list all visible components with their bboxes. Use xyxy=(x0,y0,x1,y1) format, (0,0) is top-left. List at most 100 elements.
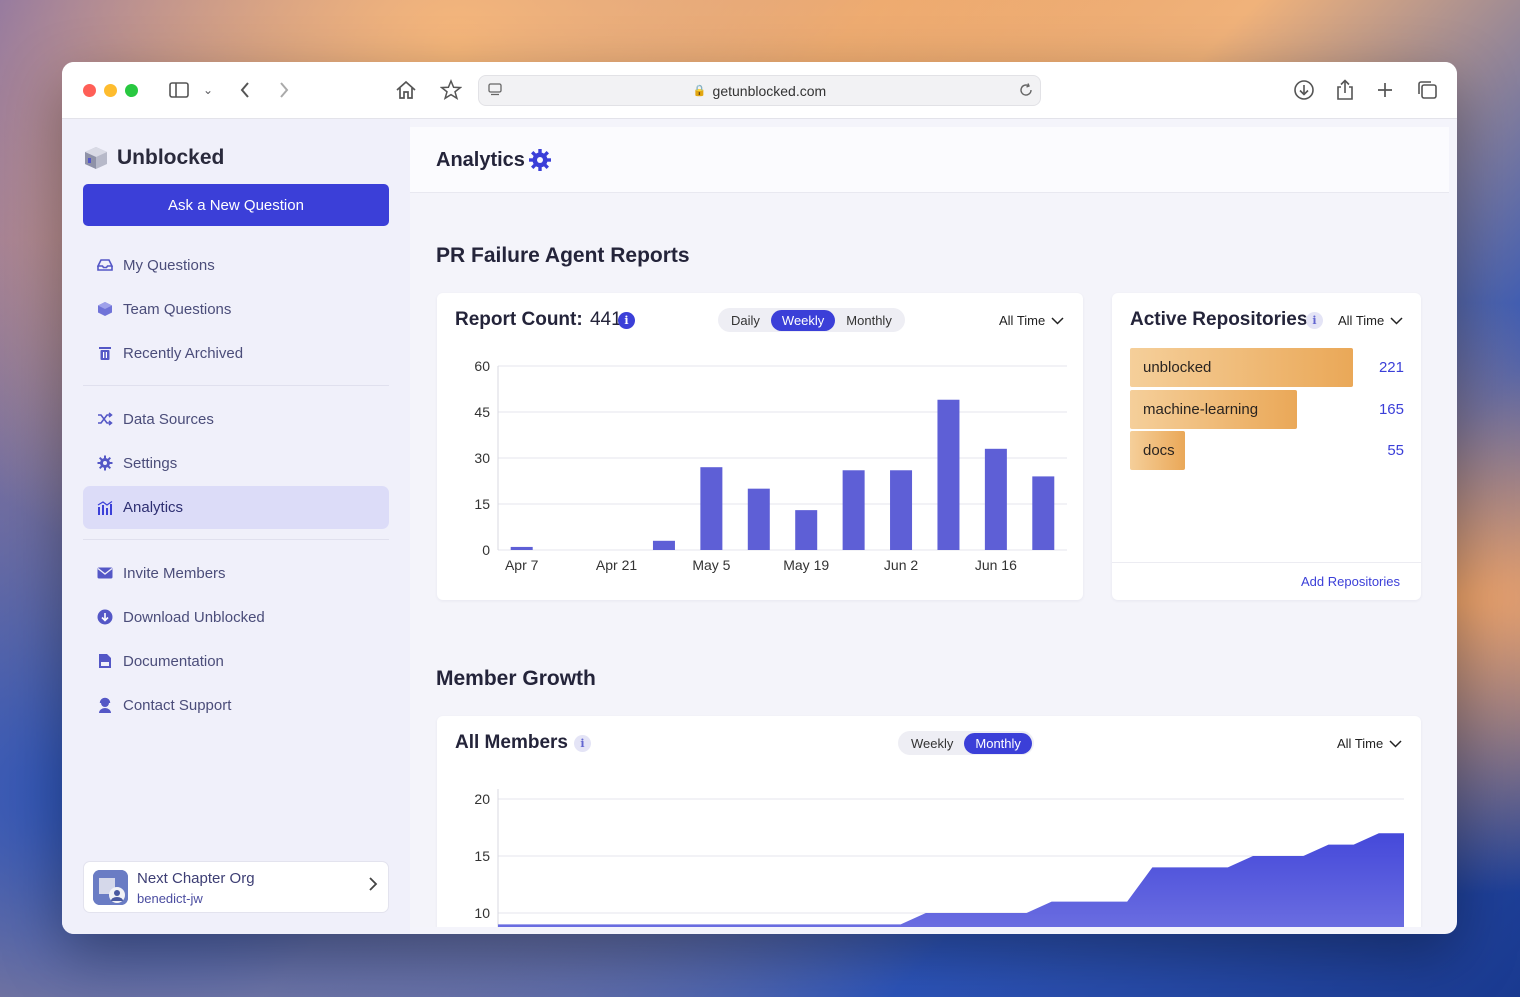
report-count-label: Report Count: xyxy=(455,309,583,330)
active-repositories-card: Active Repositories i All Time unblocked… xyxy=(1112,293,1421,600)
sidebar-item-recently-archived[interactable]: Recently Archived xyxy=(83,333,389,373)
bar xyxy=(890,470,913,550)
sidebar-item-settings[interactable]: Settings xyxy=(83,443,389,483)
sidebar-item-contact-support[interactable]: Contact Support xyxy=(83,685,389,725)
close-window-button[interactable] xyxy=(83,84,96,97)
sidebar-divider xyxy=(83,539,389,540)
page-settings-icon[interactable] xyxy=(487,82,503,101)
address-bar[interactable]: 🔒 getunblocked.com xyxy=(478,75,1041,106)
x-tick-label: May 19 xyxy=(783,557,829,573)
new-tab-icon[interactable] xyxy=(1373,78,1397,102)
document-icon xyxy=(96,652,114,670)
sidebar-item-label: Settings xyxy=(123,454,178,472)
sidebar-item-my-questions[interactable]: My Questions xyxy=(83,245,389,285)
report-count-card: Report Count: 441 i Daily Weekly Monthly… xyxy=(437,293,1083,600)
bar xyxy=(984,448,1007,550)
unblocked-logo-icon xyxy=(85,147,107,169)
card-divider xyxy=(1112,562,1421,563)
share-icon[interactable] xyxy=(1333,78,1357,102)
period-weekly[interactable]: Weekly xyxy=(770,309,836,331)
sidebar-item-invite-members[interactable]: Invite Members xyxy=(83,553,389,593)
period-daily[interactable]: Daily xyxy=(731,312,760,328)
org-switcher[interactable]: Next Chapter Org benedict-jw xyxy=(83,861,389,913)
period-toggle: Weekly Monthly xyxy=(898,731,1034,755)
inbox-icon xyxy=(96,256,114,274)
lock-icon: 🔒 xyxy=(692,85,707,97)
repo-name: docs xyxy=(1143,442,1175,459)
forward-icon[interactable] xyxy=(272,78,296,102)
period-monthly[interactable]: Monthly xyxy=(846,312,892,328)
sidebar-item-download-unblocked[interactable]: Download Unblocked xyxy=(83,597,389,637)
x-tick-label: May 5 xyxy=(692,557,730,573)
active-repositories-title: Active Repositories xyxy=(1130,309,1308,330)
bar xyxy=(937,399,960,550)
repo-row[interactable]: machine-learning 165 xyxy=(1130,390,1404,429)
repo-count: 55 xyxy=(1387,442,1404,459)
add-repositories-link[interactable]: Add Repositories xyxy=(1301,574,1400,589)
home-icon[interactable] xyxy=(394,78,418,102)
report-count-chart: 0 15 30 45 60 Apr 7 Apr 21 May 5 May 19 Jun 2 Jun … xyxy=(474,358,1067,573)
bar xyxy=(842,470,865,550)
sidebar-toggle-icon[interactable] xyxy=(167,78,191,102)
ask-new-question-button[interactable]: Ask a New Question xyxy=(83,184,389,226)
gear-icon[interactable] xyxy=(528,148,552,172)
repo-row[interactable]: docs 55 xyxy=(1130,431,1404,470)
period-weekly[interactable]: Weekly xyxy=(911,735,954,751)
x-tick-label: Jun 2 xyxy=(884,557,918,573)
sidebar-item-documentation[interactable]: Documentation xyxy=(83,641,389,681)
downloads-icon[interactable] xyxy=(1292,78,1316,102)
all-members-title: All Members xyxy=(455,732,568,753)
sidebar-item-label: Contact Support xyxy=(123,696,232,714)
y-tick-label: 20 xyxy=(474,791,490,807)
bar xyxy=(700,467,723,550)
x-tick-label: Apr 7 xyxy=(505,557,539,573)
bar xyxy=(652,540,675,550)
cube-icon xyxy=(96,300,114,318)
bar xyxy=(510,546,533,550)
brand[interactable]: Unblocked xyxy=(83,145,224,171)
chevron-down-icon xyxy=(1051,316,1064,325)
reload-icon[interactable] xyxy=(1018,82,1034,101)
y-tick-label: 45 xyxy=(474,404,490,420)
time-range-label: All Time xyxy=(1338,313,1385,328)
all-members-card: All Members i Weekly Monthly All Time 10… xyxy=(437,716,1421,927)
minimize-window-button[interactable] xyxy=(104,84,117,97)
time-range-dropdown[interactable]: All Time xyxy=(1337,736,1402,751)
page-header: Analytics xyxy=(410,127,1449,193)
y-tick-label: 15 xyxy=(474,496,490,512)
sidebar-item-label: Team Questions xyxy=(123,300,232,318)
sidebar-item-team-questions[interactable]: Team Questions xyxy=(83,289,389,329)
sidebar-item-label: Analytics xyxy=(123,499,184,516)
y-tick-label: 0 xyxy=(482,542,490,558)
section-title-pr-reports: PR Failure Agent Reports xyxy=(436,244,690,267)
star-icon[interactable] xyxy=(439,78,463,102)
repo-row[interactable]: unblocked 221 xyxy=(1130,348,1404,387)
sidebar-item-label: My Questions xyxy=(123,256,215,274)
sidebar-item-data-sources[interactable]: Data Sources xyxy=(83,399,389,439)
trash-icon xyxy=(96,344,114,362)
back-icon[interactable] xyxy=(233,78,257,102)
report-count-title: Report Count: 441 xyxy=(455,309,622,331)
info-icon[interactable]: i xyxy=(1306,312,1323,329)
chevron-down-icon xyxy=(1389,739,1402,748)
bar xyxy=(1032,476,1055,550)
tab-overview-icon[interactable] xyxy=(1415,78,1439,102)
period-monthly[interactable]: Monthly xyxy=(964,732,1032,754)
area-series xyxy=(498,833,1404,927)
maximize-window-button[interactable] xyxy=(125,84,138,97)
y-tick-label: 30 xyxy=(474,450,490,466)
info-icon[interactable]: i xyxy=(618,312,635,329)
time-range-dropdown[interactable]: All Time xyxy=(1338,313,1403,328)
info-icon[interactable]: i xyxy=(574,735,591,752)
org-name: Next Chapter Org xyxy=(137,870,255,887)
support-icon xyxy=(96,696,114,714)
org-username: benedict-jw xyxy=(137,891,203,906)
all-members-chart: 10 15 20 xyxy=(474,789,1404,927)
chevron-down-icon[interactable]: ⌄ xyxy=(202,83,214,97)
sidebar-item-label: Invite Members xyxy=(123,564,226,582)
time-range-dropdown[interactable]: All Time xyxy=(999,313,1064,328)
y-tick-label: 15 xyxy=(474,848,490,864)
repo-bar xyxy=(1130,390,1297,429)
sidebar-item-analytics[interactable]: Analytics xyxy=(83,486,389,529)
x-tick-label: Apr 21 xyxy=(596,557,637,573)
